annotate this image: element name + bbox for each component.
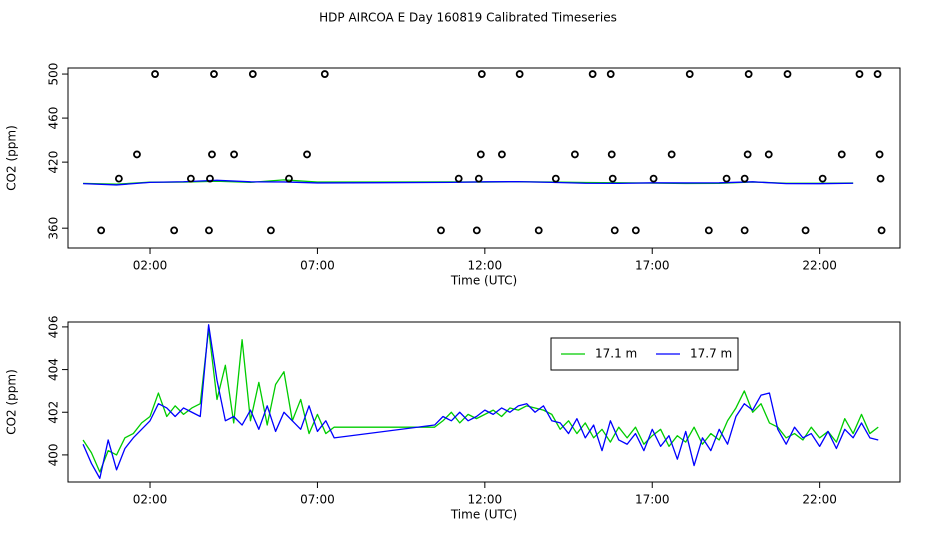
legend-label: 17.1 m (595, 347, 637, 361)
y-axis-label: CO2 (ppm) (5, 369, 19, 435)
calibration-point (571, 150, 579, 159)
x-tick-label: 07:00 (300, 493, 335, 507)
calibration-point (534, 226, 543, 235)
plot-frame (67, 67, 901, 249)
y-tick-label: 402 (47, 401, 61, 424)
y-tick-label: 360 (47, 217, 61, 240)
calibration-point (855, 70, 864, 78)
calibration-point (205, 226, 213, 235)
calibration-point (97, 226, 106, 235)
calibration-point (133, 150, 141, 159)
calibration-point (744, 70, 753, 78)
calibration-point (740, 226, 749, 235)
calibration-point (606, 70, 615, 78)
calibration-point (248, 70, 257, 78)
x-tick-label: 07:00 (300, 259, 335, 273)
calibration-point (818, 174, 827, 183)
x-axis-label: Time (UTC) (450, 274, 517, 288)
calibration-point (631, 226, 640, 235)
plot-frame (67, 321, 901, 483)
calibration-point (877, 226, 886, 235)
calibration-point (551, 174, 560, 183)
x-tick-label: 02:00 (133, 259, 168, 273)
calibration-point (303, 150, 311, 159)
y-tick-label: 460 (47, 107, 61, 130)
calibration-point (740, 174, 749, 183)
calibration-point (208, 150, 216, 159)
calibration-point (722, 174, 731, 183)
series-line (83, 179, 854, 186)
series-line (82, 328, 879, 473)
calibration-point (474, 174, 483, 183)
calibration-point (685, 70, 694, 78)
calibration-point (477, 70, 486, 78)
x-tick-label: 02:00 (133, 493, 168, 507)
y-tick-label: 500 (47, 63, 61, 86)
x-tick-label: 22:00 (802, 493, 837, 507)
calibration-point (114, 174, 123, 183)
x-tick-label: 12:00 (468, 493, 503, 507)
calibration-point (873, 70, 882, 78)
x-axis-label: Time (UTC) (450, 508, 517, 522)
series-line (82, 324, 879, 480)
calibration-point (801, 226, 810, 235)
legend-label: 17.7 m (690, 347, 732, 361)
calibration-point (206, 174, 214, 183)
calibration-point (743, 150, 752, 159)
calibration-point (170, 226, 179, 235)
calibration-point (230, 150, 238, 159)
x-tick-label: 17:00 (635, 259, 670, 273)
y-tick-label: 406 (47, 315, 61, 338)
calibration-point (608, 174, 617, 183)
calibration-point (285, 174, 293, 183)
calibration-point (320, 70, 329, 78)
calibration-point (266, 226, 275, 235)
y-tick-label: 420 (47, 151, 61, 174)
calibration-point (610, 226, 619, 235)
calibration-point (704, 226, 713, 235)
calibration-point (498, 150, 506, 159)
calibration-point (783, 70, 792, 78)
calibration-point (607, 150, 616, 159)
calibration-point (649, 174, 658, 183)
calibration-point (151, 70, 159, 78)
calibration-point (588, 70, 597, 78)
x-tick-label: 17:00 (635, 493, 670, 507)
calibration-point (454, 174, 463, 183)
calibration-point (210, 70, 218, 78)
calibration-point (875, 150, 884, 159)
calibration-point (764, 150, 773, 159)
calibration-point (837, 150, 846, 159)
calibration-point (476, 150, 485, 159)
y-axis-label: CO2 (ppm) (5, 125, 19, 191)
calibration-point (515, 70, 524, 78)
y-tick-label: 400 (47, 443, 61, 466)
calibration-point (437, 226, 445, 235)
calibration-point (667, 150, 676, 159)
calibration-point (876, 174, 885, 183)
calibration-point (186, 174, 195, 183)
chart-title: HDP AIRCOA E Day 160819 Calibrated Times… (319, 11, 617, 25)
y-tick-label: 404 (47, 358, 61, 381)
calibration-point (472, 226, 481, 235)
x-tick-label: 22:00 (802, 259, 837, 273)
x-tick-label: 12:00 (468, 259, 503, 273)
